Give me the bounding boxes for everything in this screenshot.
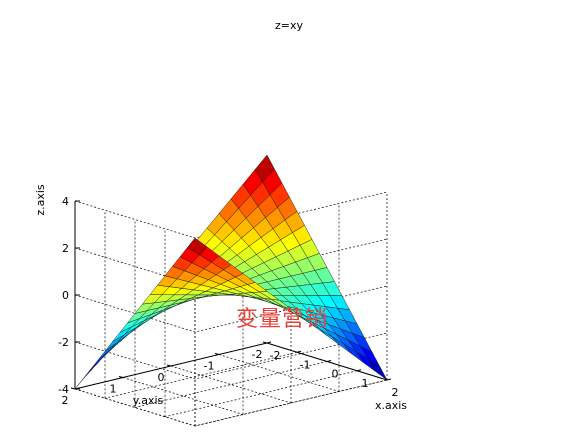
z-tick-label: 0 (62, 289, 69, 302)
surface-patch (104, 334, 125, 352)
y-tick-label: 1 (110, 383, 117, 396)
x-tick-label: -1 (300, 358, 311, 371)
z-tick-label: 2 (62, 242, 69, 255)
y-axis-label: y.axis (133, 394, 164, 407)
x-tick-mark (266, 341, 272, 344)
x-axis-label: x.axis (375, 399, 407, 412)
floor-gridline-y (122, 377, 244, 415)
wall-gridline-z (74, 332, 388, 380)
y-tick-mark (70, 387, 76, 390)
y-tick-mark (166, 364, 172, 367)
y-tick-mark (262, 341, 268, 344)
chart-title: z=xy (275, 19, 304, 32)
x-tick-mark (326, 360, 332, 362)
surface-patch (97, 342, 118, 361)
x-tick-label: 2 (392, 386, 399, 399)
x-tick-mark (296, 350, 302, 353)
x-tick-mark (386, 378, 392, 381)
surface-patch (82, 358, 103, 380)
floor-gridline-x (104, 351, 298, 399)
axis-frame (70, 200, 392, 390)
x-tick-label: 1 (362, 377, 369, 390)
z-axis-label: z.axis (34, 184, 47, 216)
x-tick-mark (356, 369, 362, 372)
y-tick-mark (214, 353, 220, 355)
x-tick-label: -2 (270, 349, 281, 362)
y-tick-label: -1 (204, 360, 215, 373)
floor-gridline-y (218, 354, 340, 392)
y-tick-label: 0 (158, 371, 165, 384)
y-tick-mark (118, 376, 124, 378)
surface-patch (187, 237, 208, 256)
y-tick-label: 2 (62, 394, 69, 407)
watermark-text: 变量营销 (236, 307, 329, 332)
surface-patch (89, 350, 110, 371)
z-tick-label: -2 (58, 336, 69, 349)
wall-gridline-z (74, 379, 388, 427)
z-tick-label: 4 (62, 195, 69, 208)
floor-gridline-x (164, 370, 358, 418)
surface-mesh (74, 154, 388, 390)
floor-gridline-y (170, 365, 292, 404)
x-tick-label: 0 (332, 368, 339, 381)
y-tick-label: -2 (252, 348, 263, 361)
floor-gridline-x (194, 379, 388, 427)
floor-gridline-x (134, 361, 328, 408)
z-tick-label: -4 (58, 383, 69, 396)
